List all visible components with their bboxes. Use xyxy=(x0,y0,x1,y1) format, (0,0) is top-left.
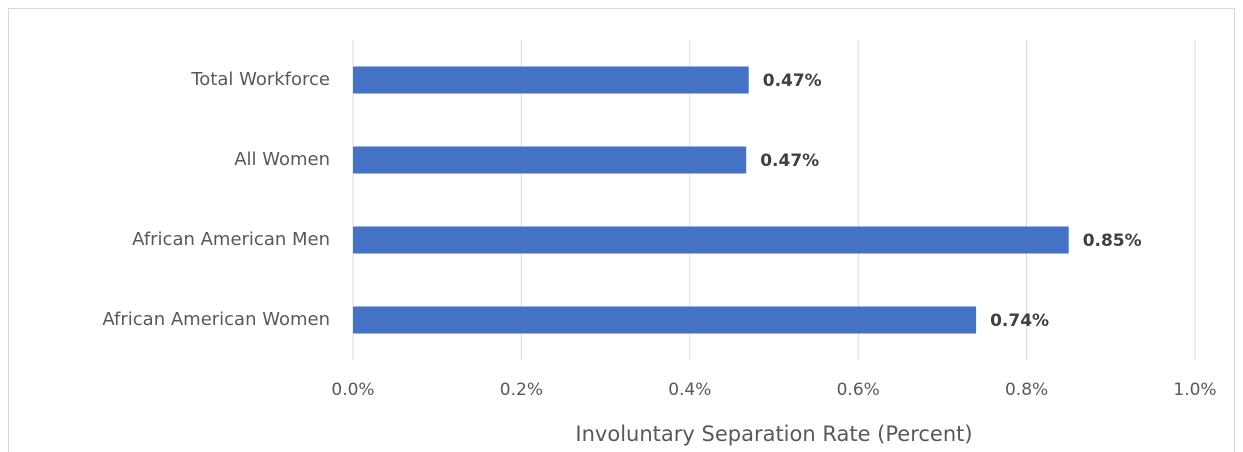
value-label: 0.47% xyxy=(760,151,819,171)
x-tick-label: 0.4% xyxy=(668,380,711,400)
bar xyxy=(353,306,977,334)
value-label: 0.85% xyxy=(1083,231,1142,251)
x-axis-title: Involuntary Separation Rate (Percent) xyxy=(575,422,972,446)
bar xyxy=(353,66,749,94)
y-tick-label: Total Workforce xyxy=(190,69,330,90)
x-tick-label: 0.2% xyxy=(500,380,543,400)
x-tick-label: 0.6% xyxy=(837,380,880,400)
x-tick-label: 0.0% xyxy=(331,380,374,400)
bar xyxy=(353,226,1069,254)
chart-frame xyxy=(8,8,1235,452)
y-tick-label: African American Men xyxy=(132,229,330,250)
y-tick-label: African American Women xyxy=(102,309,330,330)
bar xyxy=(353,146,747,174)
y-tick-label: All Women xyxy=(234,149,330,170)
value-label: 0.74% xyxy=(990,311,1049,331)
value-label: 0.47% xyxy=(763,71,822,91)
x-tick-label: 0.8% xyxy=(1005,380,1048,400)
x-tick-label: 1.0% xyxy=(1173,380,1216,400)
